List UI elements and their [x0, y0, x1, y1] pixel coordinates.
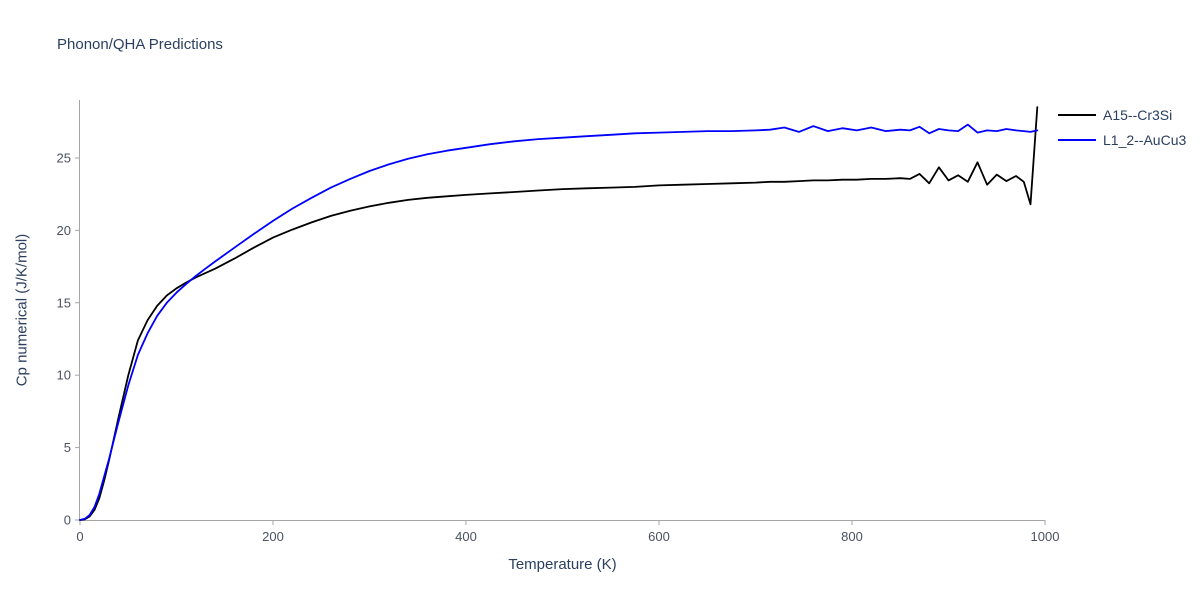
- x-tick-label: 200: [262, 529, 284, 544]
- legend-item-l12-aucu3[interactable]: L1_2--AuCu3: [1058, 127, 1186, 152]
- y-tick-label: 5: [64, 440, 71, 455]
- series-line-a15-cr3si: [79, 106, 1039, 521]
- y-axis-title: Cp numerical (J/K/mol): [13, 233, 31, 387]
- legend-label: L1_2--AuCu3: [1103, 131, 1187, 148]
- legend-line-sample-black: [1058, 113, 1096, 116]
- x-tick-label: 600: [648, 529, 670, 544]
- x-tick-label: 400: [455, 529, 477, 544]
- series-line-l1-2-aucu3: [79, 123, 1039, 521]
- x-tick-label: 1000: [1031, 529, 1060, 544]
- y-tick-label: 25: [57, 150, 71, 165]
- chart-title: Phonon/QHA Predictions: [57, 36, 223, 53]
- legend-label: A15--Cr3Si: [1103, 106, 1173, 123]
- legend: A15--Cr3Si L1_2--AuCu3: [1058, 102, 1186, 152]
- y-tick-label: 0: [64, 513, 71, 528]
- x-tick-label: 0: [76, 529, 83, 544]
- x-tick-label: 800: [841, 529, 863, 544]
- legend-line-sample-blue: [1058, 138, 1096, 141]
- y-tick-label: 20: [57, 223, 71, 238]
- y-tick-label: 10: [57, 368, 71, 383]
- x-axis-title: Temperature (K): [508, 556, 617, 573]
- legend-item-a15-cr3si[interactable]: A15--Cr3Si: [1058, 102, 1186, 127]
- y-tick-label: 15: [57, 295, 71, 310]
